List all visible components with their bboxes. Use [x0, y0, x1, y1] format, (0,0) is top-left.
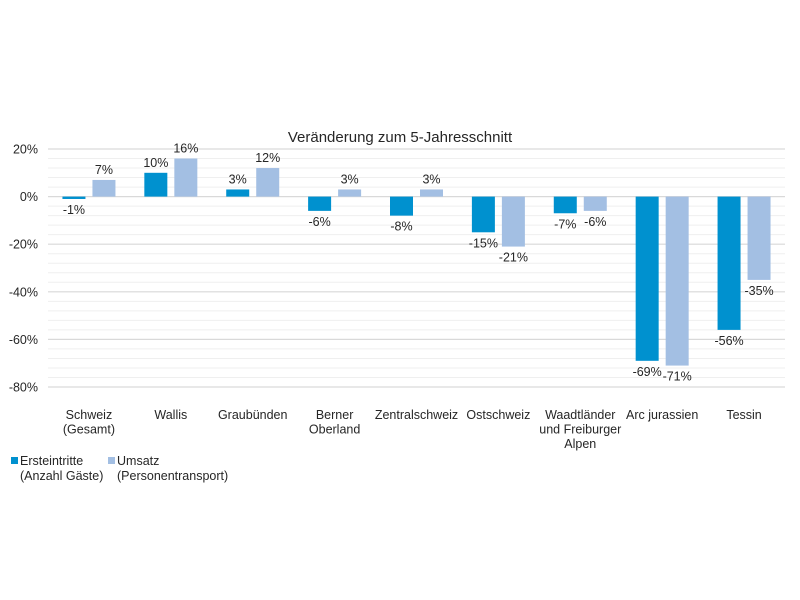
- legend: Ersteintritte (Anzahl Gäste) Umsatz (Person…: [11, 454, 228, 483]
- category-label-line: Alpen: [564, 437, 596, 451]
- data-label: -6%: [584, 215, 606, 229]
- bar-ersteintritte: [144, 172, 168, 197]
- category-label: Schweiz (Gesamt): [63, 408, 115, 437]
- legend-label: Ersteintritte (Anzahl Gäste): [20, 454, 103, 483]
- legend-item: Ersteintritte (Anzahl Gäste): [11, 454, 103, 483]
- bar-umsatz: [747, 196, 771, 280]
- legend-label: Umsatz (Personentransport): [117, 454, 228, 483]
- category-label: Arc jurassien: [626, 408, 698, 422]
- bar-ersteintritte: [635, 196, 659, 361]
- chart-title: Veränderung zum 5-Jahresschnitt: [288, 129, 513, 146]
- bar-umsatz: [174, 158, 198, 197]
- bar-ersteintritte: [390, 196, 413, 216]
- data-label: 3%: [229, 172, 247, 186]
- bar-ersteintritte: [308, 196, 332, 211]
- category-labels: Schweiz (Gesamt) Wallis Graubünden Berner Obe…: [63, 408, 762, 451]
- bar-umsatz: [338, 189, 362, 197]
- y-tick-label: -40%: [9, 285, 38, 299]
- category-label: Graubünden: [218, 408, 288, 422]
- data-label: 7%: [95, 163, 113, 177]
- data-label: -56%: [714, 334, 743, 348]
- major-gridlines: [48, 148, 785, 388]
- legend-swatch: [11, 457, 18, 464]
- data-label: 3%: [341, 172, 359, 186]
- category-label: Berner Oberland: [309, 408, 360, 437]
- category-label-line: Wallis: [154, 408, 187, 422]
- bar-umsatz: [420, 189, 443, 197]
- y-tick-label: -80%: [9, 381, 38, 395]
- data-label: -15%: [469, 236, 498, 250]
- category-label-line: Waadtländer: [545, 408, 615, 422]
- category-label: Zentralschweiz: [375, 408, 458, 422]
- y-axis-ticks: 20% 0% -20% -40% -60% -80%: [9, 143, 38, 395]
- category-label-line: (Gesamt): [63, 423, 115, 437]
- bars: [62, 158, 771, 366]
- y-tick-label: 20%: [13, 143, 38, 157]
- category-label-line: Berner: [316, 408, 354, 422]
- category-label-line: Graubünden: [218, 408, 288, 422]
- data-label: -35%: [744, 284, 773, 298]
- bar-umsatz: [92, 179, 116, 197]
- bar-ersteintritte: [553, 196, 577, 214]
- category-label: Ostschweiz: [466, 408, 530, 422]
- bar-umsatz: [256, 168, 280, 197]
- data-label: -71%: [663, 370, 692, 384]
- y-tick-label: 0%: [20, 190, 38, 204]
- legend-label-line: (Anzahl Gäste): [20, 469, 103, 483]
- category-label-line: Arc jurassien: [626, 408, 698, 422]
- legend-swatch: [108, 457, 115, 464]
- data-label: 10%: [143, 156, 168, 170]
- minor-gridlines: [48, 158, 785, 378]
- data-label: -7%: [554, 217, 576, 231]
- bar-umsatz: [501, 196, 525, 247]
- legend-label-line: Ersteintritte: [20, 454, 83, 468]
- legend-label-line: (Personentransport): [117, 469, 228, 483]
- y-tick-label: -20%: [9, 238, 38, 252]
- data-label: 12%: [255, 151, 280, 165]
- data-labels: -1% 7% 10% 16% 3% 12% -6% 3% -8% 3% -15%-21% -7% -6%…: [63, 142, 774, 384]
- data-label: -69%: [633, 365, 662, 379]
- category-label-line: Tessin: [726, 408, 761, 422]
- bar-ersteintritte: [471, 196, 495, 233]
- data-label: -21%: [499, 251, 528, 265]
- category-label-line: und Freiburger: [539, 423, 621, 437]
- legend-label-line: Umsatz: [117, 454, 159, 468]
- bar-ersteintritte: [62, 196, 86, 199]
- data-label: -1%: [63, 203, 85, 217]
- bar-umsatz: [665, 196, 689, 366]
- legend-item: Umsatz (Personentransport): [108, 454, 228, 483]
- data-label: -8%: [390, 220, 412, 234]
- category-label-line: Zentralschweiz: [375, 408, 458, 422]
- bar-umsatz: [583, 196, 607, 211]
- category-label: Tessin: [726, 408, 761, 422]
- category-label: Waadtländer und Freiburger Alpen: [539, 408, 621, 451]
- category-label-line: Ostschweiz: [466, 408, 530, 422]
- bar-ersteintritte: [226, 189, 250, 197]
- data-label: 16%: [173, 142, 198, 156]
- bar-ersteintritte: [717, 196, 741, 330]
- y-tick-label: -60%: [9, 333, 38, 347]
- data-label: -6%: [308, 215, 330, 229]
- data-label: 3%: [422, 172, 440, 186]
- category-label-line: Schweiz: [66, 408, 113, 422]
- category-label: Wallis: [154, 408, 187, 422]
- category-label-line: Oberland: [309, 423, 360, 437]
